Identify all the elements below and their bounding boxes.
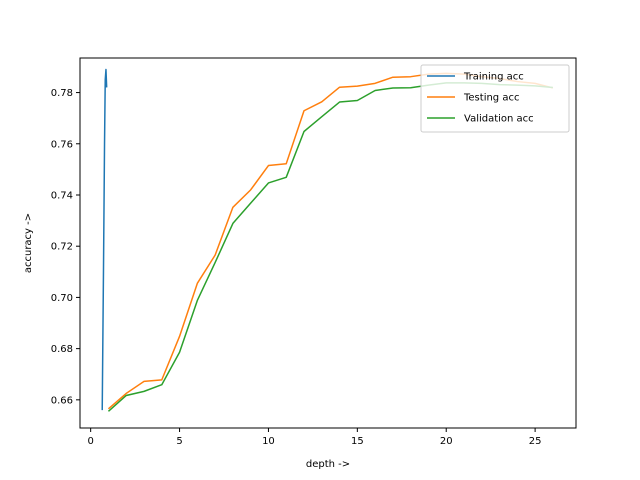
x-tick-label: 10	[262, 436, 275, 447]
y-tick-label: 0.72	[51, 242, 73, 253]
y-tick-label: 0.78	[51, 88, 73, 99]
legend-box	[420, 64, 570, 133]
legend-label-training-acc: Training acc	[463, 72, 524, 83]
x-axis-ticks: 0 5 10 15 20 25	[87, 428, 541, 447]
y-tick-label: 0.66	[51, 395, 73, 406]
x-tick-label: 25	[529, 436, 542, 447]
y-tick-label: 0.76	[51, 139, 73, 150]
x-tick-label: 0	[87, 436, 93, 447]
x-tick-label: 20	[440, 436, 453, 447]
y-tick-label: 0.74	[51, 190, 73, 201]
y-tick-label: 0.70	[51, 293, 73, 304]
legend-items: Training acc Testing acc Validation acc	[427, 72, 534, 125]
series-line-training-acc	[101, 68, 108, 411]
x-tick-label: 15	[351, 436, 364, 447]
x-tick-label: 5	[176, 436, 182, 447]
x-axis-label: depth ->	[306, 459, 350, 470]
y-axis-ticks: 0.66 0.68 0.70 0.72 0.74 0.76 0.78	[51, 88, 80, 406]
legend: Training acc Testing acc Validation acc	[420, 64, 570, 133]
y-axis-label: accuracy ->	[23, 213, 34, 273]
plot-frame	[79, 57, 577, 429]
legend-label-testing-acc: Testing acc	[463, 93, 519, 104]
y-tick-label: 0.68	[51, 344, 73, 355]
legend-label-validation-acc: Validation acc	[464, 114, 534, 125]
